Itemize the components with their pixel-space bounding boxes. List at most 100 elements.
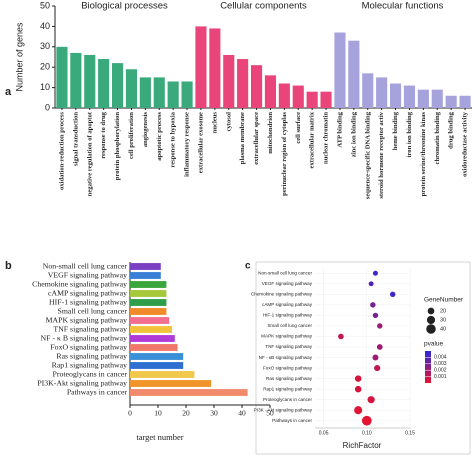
bubble bbox=[338, 333, 344, 340]
y-tick-label: Pathways in cancer bbox=[67, 387, 128, 396]
panel-label: c bbox=[245, 261, 251, 272]
bar bbox=[376, 77, 388, 108]
bubble bbox=[376, 344, 383, 350]
bar bbox=[362, 73, 374, 108]
y-tick-label: Chemokine signaling pathway bbox=[251, 292, 313, 297]
bar bbox=[130, 317, 170, 324]
y-tick-label: FoxO signaling pathway bbox=[263, 365, 313, 370]
bar bbox=[130, 290, 167, 297]
bar bbox=[130, 281, 167, 288]
bar bbox=[125, 69, 138, 108]
y-tick-label: Proteoglycans in cancer bbox=[263, 397, 312, 402]
x-tick-label: angiogenesis bbox=[142, 112, 149, 148]
x-tick-label: ATP binding bbox=[336, 111, 343, 147]
bar bbox=[195, 26, 207, 108]
group-title: Biological processes bbox=[81, 1, 168, 12]
bar bbox=[334, 32, 346, 108]
bar bbox=[264, 75, 277, 108]
x-tick-label: cell proliferation bbox=[128, 112, 135, 159]
x-tick-label: 20 bbox=[182, 409, 190, 418]
panel-c-frame bbox=[255, 261, 471, 455]
x-tick-label: zinc ion binding bbox=[350, 111, 357, 157]
bar bbox=[130, 272, 161, 279]
bubble bbox=[361, 415, 372, 426]
x-tick-label: nucleus bbox=[211, 112, 218, 134]
y-tick-label: MAPK signaling pathway bbox=[46, 315, 128, 324]
panel-label: b bbox=[5, 260, 12, 272]
y-tick-label: Ras signaling pathway bbox=[266, 376, 313, 381]
bar bbox=[250, 65, 263, 108]
bar bbox=[306, 91, 318, 108]
bar bbox=[70, 52, 82, 108]
bar bbox=[417, 89, 429, 108]
bubble bbox=[354, 406, 363, 415]
bubble bbox=[368, 281, 374, 287]
bar bbox=[130, 326, 172, 333]
x-tick-label: response to drug bbox=[100, 111, 107, 158]
bar bbox=[320, 91, 332, 108]
group-title: Cellular components bbox=[220, 1, 307, 12]
y-axis-label: Number of genes bbox=[14, 22, 24, 92]
bar bbox=[130, 389, 248, 396]
bar bbox=[181, 81, 193, 108]
bar bbox=[445, 95, 457, 108]
bar bbox=[431, 89, 443, 108]
legend-label: 40 bbox=[440, 326, 446, 332]
bubble bbox=[372, 312, 379, 319]
x-tick-label: oxidoreductase activity bbox=[462, 111, 469, 177]
y-tick-label: Rap1 signaling pathway bbox=[263, 386, 312, 391]
y-tick-label: PI3K - Akt signaling pathway bbox=[254, 407, 313, 412]
group-title: Molecular functions bbox=[362, 1, 444, 12]
y-tick-label: 20 bbox=[40, 62, 50, 72]
x-tick-label: drug binding bbox=[448, 111, 455, 149]
legend-title: pvalue bbox=[424, 341, 444, 348]
bar bbox=[130, 263, 161, 270]
legend-size bbox=[426, 324, 436, 334]
bar bbox=[130, 299, 167, 306]
bar bbox=[130, 335, 175, 342]
bar bbox=[403, 85, 416, 108]
bar bbox=[389, 83, 402, 108]
y-tick-label: Small cell lung cancer bbox=[267, 323, 312, 328]
x-tick-label: 30 bbox=[210, 409, 218, 418]
y-tick-label: TNF signaling pathway bbox=[53, 324, 127, 333]
x-tick-label: protein phosphorylation bbox=[114, 112, 121, 181]
bar bbox=[56, 46, 68, 108]
legend-label: 30 bbox=[440, 317, 446, 323]
x-tick-label: protein serine/threonine kinas bbox=[420, 112, 427, 197]
colorbar-label: 0.002 bbox=[434, 368, 447, 374]
y-tick-label: 10 bbox=[40, 82, 50, 92]
x-tick-label: negative regulation of apoptot bbox=[86, 111, 93, 196]
x-tick-label: response to hypoxia bbox=[170, 111, 177, 167]
bubble bbox=[367, 396, 375, 404]
y-tick-label: NF - κ B signaling pathway bbox=[41, 333, 128, 342]
x-tick-label: 0.10 bbox=[362, 430, 372, 436]
x-tick-label: oxidation-reduction process bbox=[58, 112, 65, 190]
bar bbox=[139, 77, 151, 108]
x-tick-label: heme binding bbox=[392, 111, 399, 150]
y-tick-label: cAMP signaling pathway bbox=[48, 288, 127, 297]
x-tick-label: 10 bbox=[154, 409, 162, 418]
y-tick-label: TNF signaling pathway bbox=[265, 344, 312, 349]
colorbar-label: 0.001 bbox=[434, 374, 447, 380]
y-tick-label: Small cell lung cancer bbox=[58, 306, 128, 315]
x-tick-label: cell surface bbox=[295, 112, 302, 144]
bar bbox=[237, 59, 249, 108]
x-tick-label: signal transduction bbox=[72, 112, 79, 166]
bar bbox=[84, 54, 96, 108]
x-tick-label: mitochondrion bbox=[267, 112, 274, 154]
y-tick-label: MAPK signaling pathway bbox=[261, 334, 313, 339]
bar bbox=[130, 344, 178, 351]
y-tick-label: PI3K-Akt signaling pathway bbox=[37, 378, 127, 387]
bubble bbox=[377, 323, 383, 329]
x-tick-label: extracellular exosome bbox=[197, 112, 204, 173]
bubble bbox=[372, 270, 378, 276]
bar bbox=[130, 308, 167, 315]
x-tick-label: apoptotic process bbox=[156, 112, 163, 161]
y-tick-label: 30 bbox=[40, 41, 50, 51]
x-tick-label: cytosol bbox=[225, 112, 232, 132]
y-tick-label: NF - κB signaling pathway bbox=[259, 355, 313, 360]
y-tick-label: 40 bbox=[40, 21, 50, 31]
y-tick-label: Rap1 signaling pathway bbox=[52, 360, 127, 369]
bubble bbox=[354, 385, 362, 393]
